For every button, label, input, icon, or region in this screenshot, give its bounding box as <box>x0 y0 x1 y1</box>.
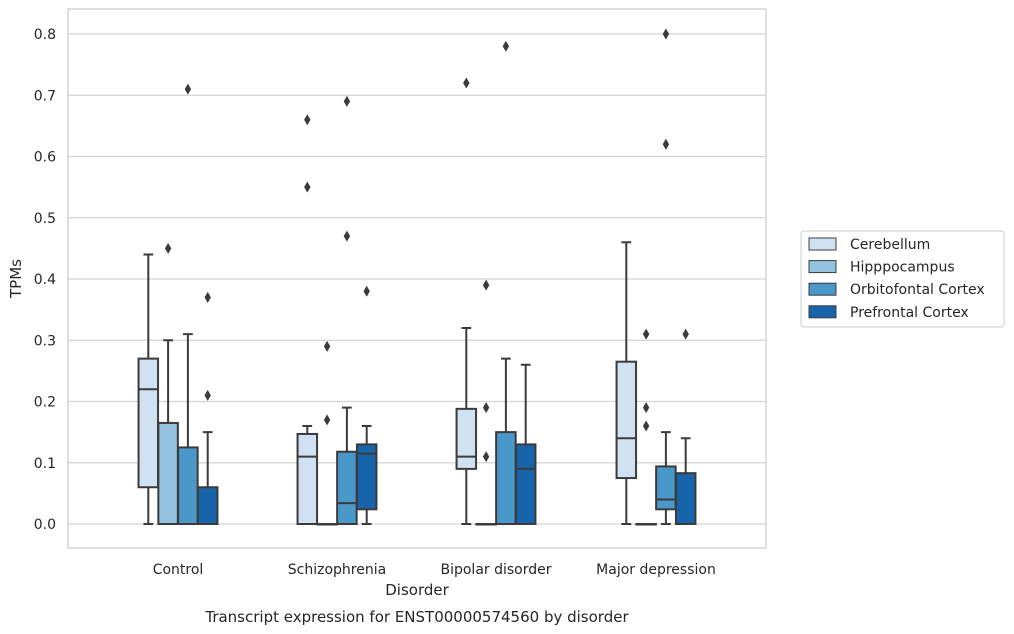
box-3-2 <box>655 28 677 525</box>
box-body <box>455 407 478 470</box>
box-body <box>514 443 537 525</box>
box-2-0 <box>455 77 478 525</box>
outlier-point <box>323 340 331 352</box>
legend-swatch <box>808 260 837 274</box>
y-tick-label: 0.3 <box>34 333 56 349</box>
outlier-point <box>304 114 311 126</box>
outlier-point <box>682 328 689 340</box>
box-2-3 <box>514 363 537 525</box>
outlier-point <box>343 95 351 107</box>
box-2-1 <box>475 279 497 526</box>
box-body <box>177 446 199 525</box>
legend-swatch <box>808 282 837 296</box>
box-3-3 <box>674 328 697 526</box>
outlier-point <box>662 138 670 150</box>
outlier-point <box>363 285 370 297</box>
legend: Cerebellum Hipppocampus Orbitofontal Corte… <box>800 230 1005 328</box>
box-body <box>296 432 319 525</box>
legend-label: Prefrontal Cortex <box>850 305 969 321</box>
x-axis-label: Disorder <box>385 581 449 599</box>
box-1-2 <box>336 95 358 526</box>
y-tick-label: 0.4 <box>34 272 56 288</box>
y-tick-label: 0.0 <box>34 517 56 533</box>
box-0-2 <box>177 83 199 525</box>
outlier-point <box>304 181 311 193</box>
legend-swatch <box>808 305 837 319</box>
outlier-point <box>323 414 331 426</box>
outlier-point <box>482 402 490 414</box>
box-body <box>196 486 219 525</box>
box-3-0 <box>615 241 638 525</box>
plot-frame <box>67 8 767 549</box>
box-3-1 <box>635 328 657 526</box>
box-1-3 <box>355 285 378 525</box>
y-tick-label: 0.8 <box>34 27 56 43</box>
box-body <box>355 443 378 511</box>
chart-title: Transcript expression for ENST0000057456… <box>204 608 629 626</box>
outlier-point <box>482 279 490 291</box>
x-tick-label: Control <box>153 562 204 578</box>
legend-swatch <box>808 237 837 251</box>
outlier-point <box>204 291 211 303</box>
outlier-point <box>662 28 670 40</box>
box-2-2 <box>495 40 517 525</box>
outlier-point <box>164 242 172 254</box>
box-body <box>336 450 358 526</box>
y-tick-label: 0.2 <box>34 395 56 411</box>
outlier-point <box>642 328 650 340</box>
outlier-point <box>343 230 351 242</box>
box-body <box>655 465 677 511</box>
y-tick-label: 0.1 <box>34 456 56 472</box>
y-tick-label: 0.7 <box>34 88 56 104</box>
box-0-3 <box>196 291 219 525</box>
box-body <box>157 421 179 525</box>
y-tick-label: 0.6 <box>34 150 56 166</box>
outlier-point <box>642 420 650 432</box>
x-tick-label: Bipolar disorder <box>440 562 551 578</box>
y-tick-label: 0.5 <box>34 211 56 227</box>
legend-label: Hipppocampus <box>850 260 955 276</box>
outlier-point <box>642 402 650 414</box>
outlier-point <box>184 83 192 95</box>
x-ticks: Control Schizophrenia Bipolar disorder Majo… <box>153 562 716 578</box>
legend-frame <box>800 230 1005 328</box>
legend-label: Orbitofontal Cortex <box>850 282 985 298</box>
y-axis-label: TPMs <box>7 259 25 299</box>
legend-label: Cerebellum <box>850 237 930 253</box>
x-tick-label: Schizophrenia <box>288 562 386 578</box>
box-1-0 <box>296 114 319 525</box>
outlier-point <box>502 40 510 52</box>
box-0-1 <box>157 242 179 525</box>
box-body <box>674 472 697 526</box>
box-1-1 <box>316 340 338 526</box>
box-body <box>615 360 638 480</box>
box-0-0 <box>137 253 160 525</box>
box-body <box>495 431 517 525</box>
x-tick-label: Major depression <box>596 562 716 578</box>
outlier-point <box>482 451 490 463</box>
y-ticks: 0.0 0.1 0.2 0.3 0.4 0.5 0.6 0.7 0.8 <box>34 27 56 533</box>
outlier-point <box>463 77 470 89</box>
boxes <box>137 28 697 526</box>
box-body <box>137 357 160 489</box>
outlier-point <box>204 389 211 401</box>
